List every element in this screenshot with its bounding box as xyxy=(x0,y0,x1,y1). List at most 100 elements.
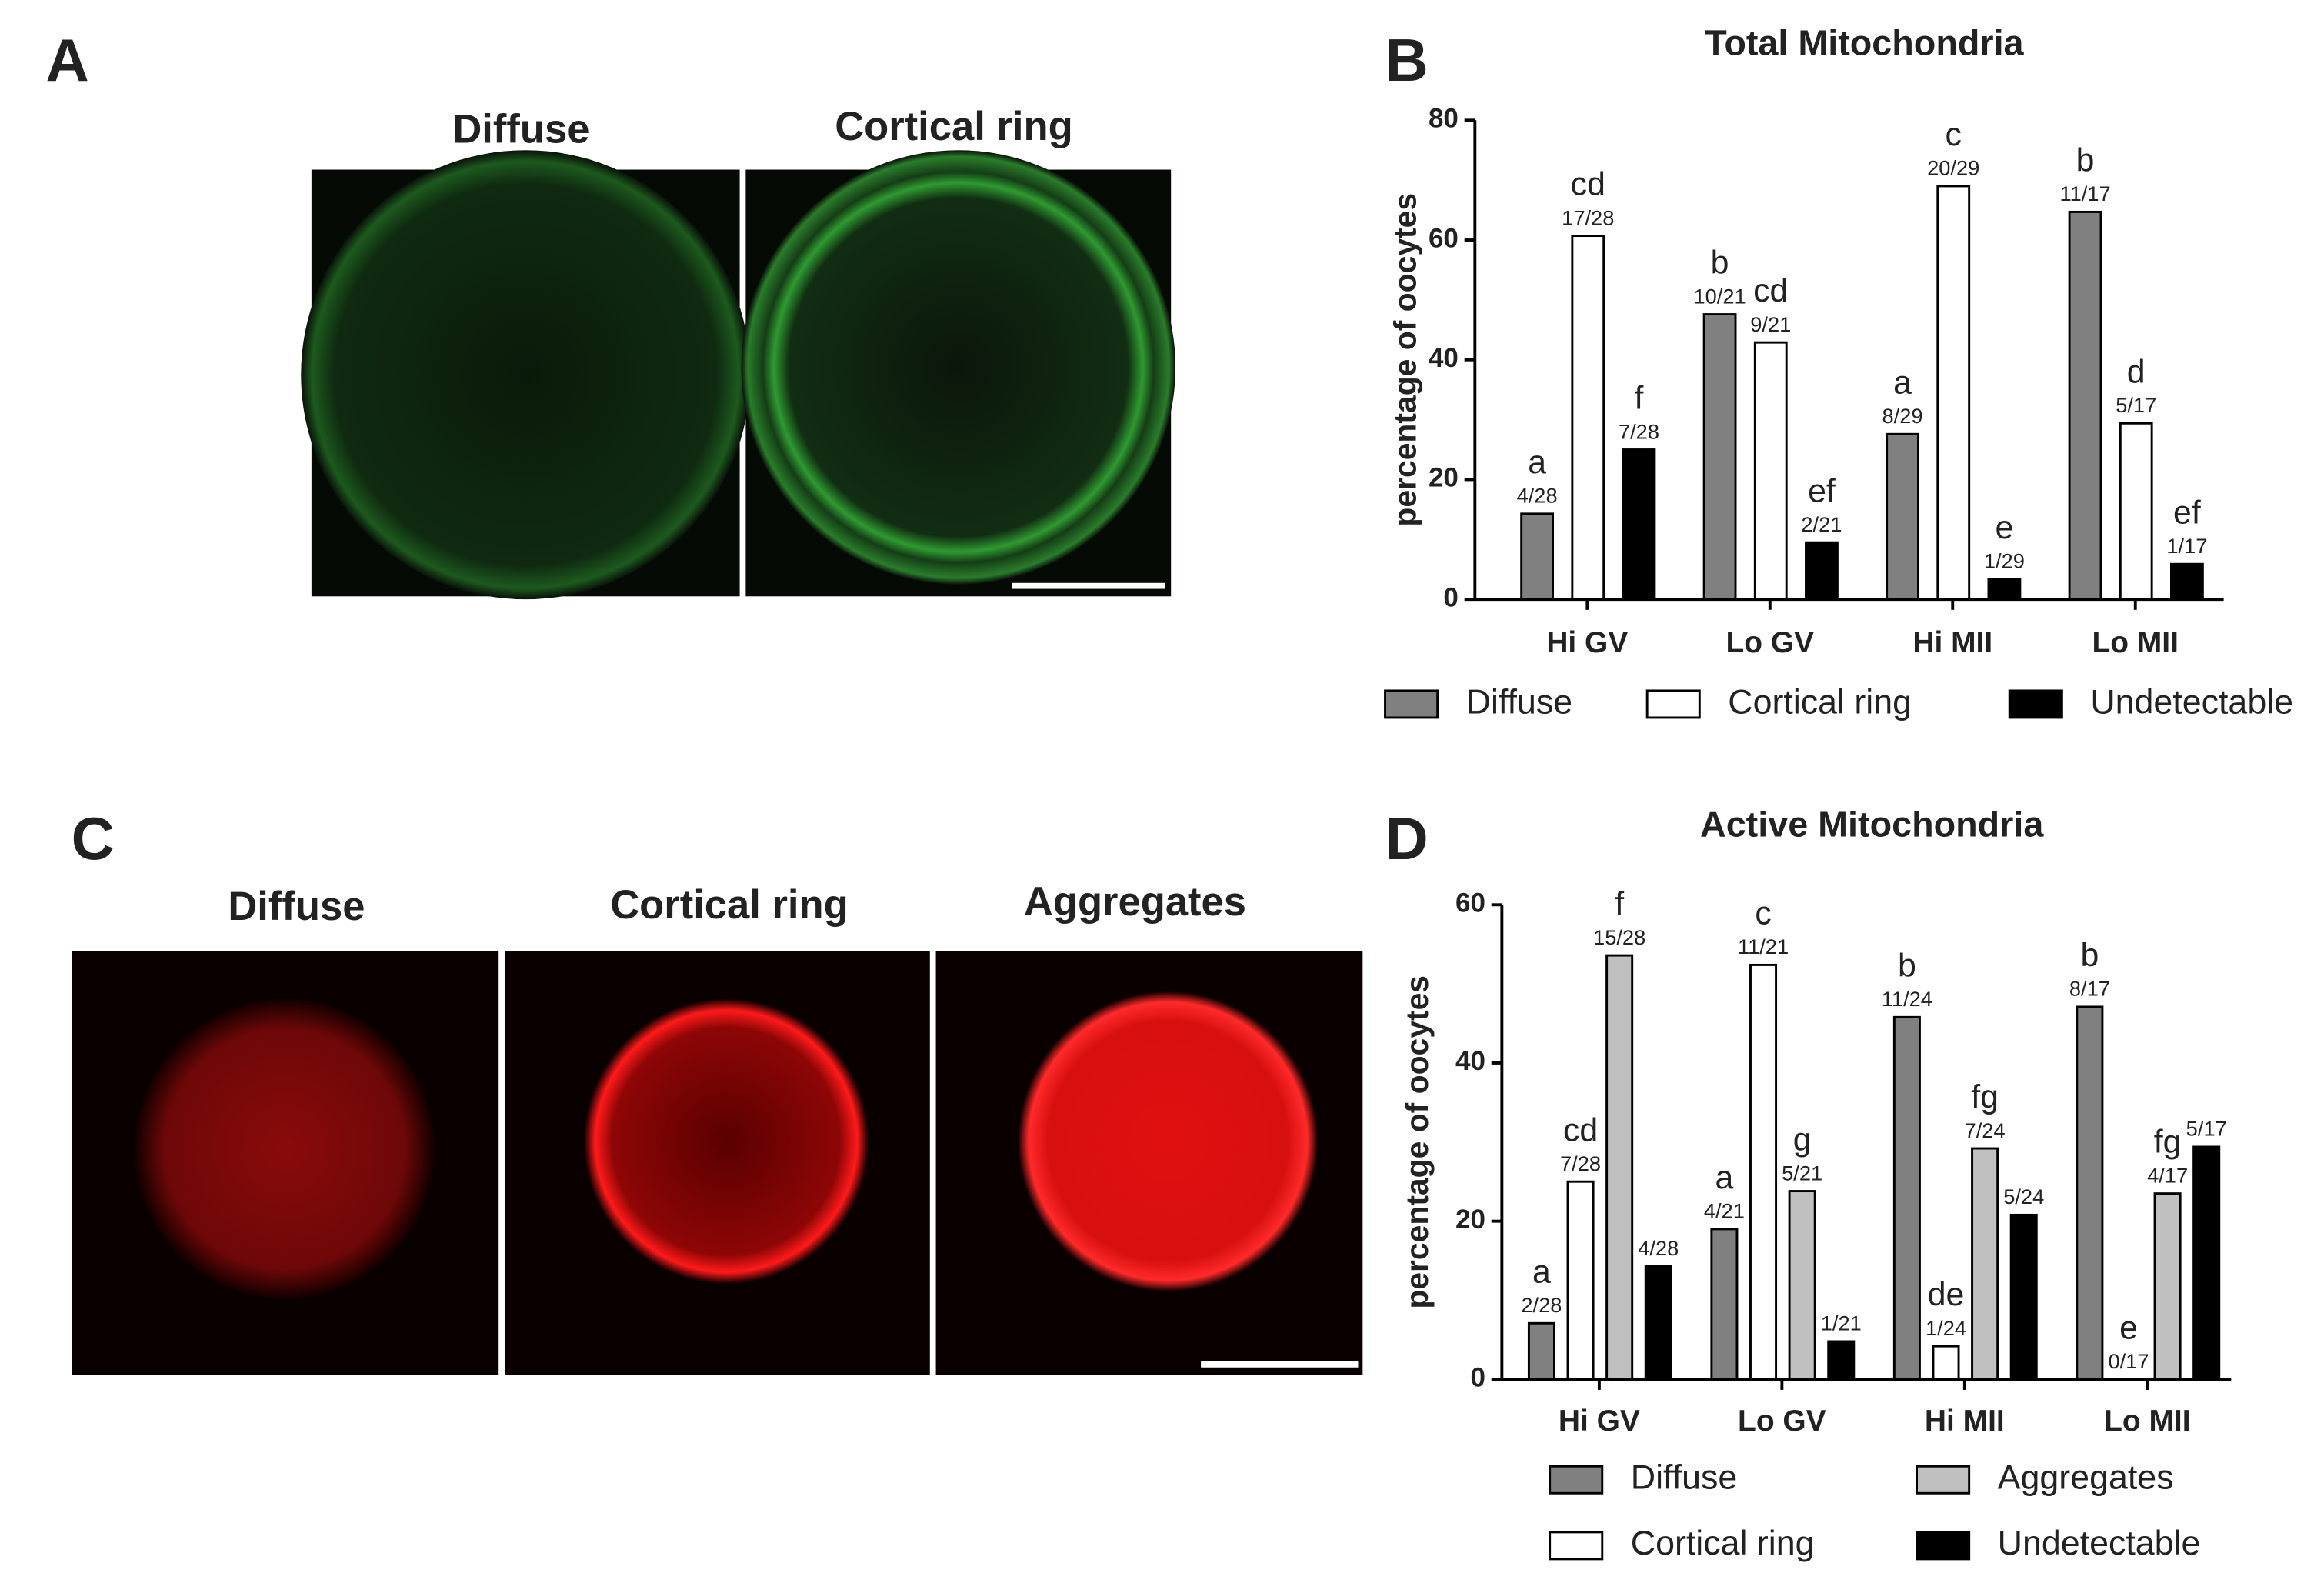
significance-letter: d xyxy=(2127,353,2146,390)
data-label: 10/21 xyxy=(1693,284,1746,308)
data-label: 5/24 xyxy=(2003,1185,2044,1208)
legend-label: Aggregates xyxy=(1998,1458,2174,1497)
y-tick-label: 60 xyxy=(1455,888,1485,918)
y-tick-label: 0 xyxy=(1443,582,1458,612)
legend-label: Diffuse xyxy=(1466,682,1572,721)
bar xyxy=(1892,1015,1921,1381)
bar xyxy=(1805,541,1839,601)
chart-title: Active Mitochondria xyxy=(1700,804,2044,844)
data-label: 17/28 xyxy=(1562,205,1614,229)
data-label: 1/29 xyxy=(1984,549,2025,573)
y-tick-label: 20 xyxy=(1429,463,1459,493)
bar xyxy=(1987,578,2022,601)
data-label: 15/28 xyxy=(1593,925,1645,949)
data-label: 4/28 xyxy=(1517,484,1558,508)
significance-letter: cd xyxy=(1563,1111,1598,1148)
image-caption: Diffuse xyxy=(228,884,365,929)
bar xyxy=(1527,1321,1555,1381)
data-label: 2/21 xyxy=(1801,512,1842,536)
significance-letter: c xyxy=(1946,116,1962,153)
micrographs-a xyxy=(301,150,1176,600)
chart-title: Total Mitochondria xyxy=(1705,22,2024,62)
image-caption: Diffuse xyxy=(452,107,589,152)
x-tick-label: Lo MII xyxy=(2092,626,2179,659)
micrographs-c xyxy=(72,951,1363,1375)
significance-letter: fg xyxy=(1971,1078,1999,1115)
oocyte xyxy=(301,150,751,600)
bar xyxy=(1710,1228,1739,1381)
bar xyxy=(1886,432,1919,601)
image-caption: Aggregates xyxy=(1024,879,1246,925)
bar xyxy=(1622,448,1656,601)
x-tick-label: Hi MII xyxy=(1925,1405,2005,1438)
bar xyxy=(1788,1190,1816,1381)
bar xyxy=(1936,185,1971,601)
significance-letter: fg xyxy=(2154,1124,2182,1161)
data-label: 8/29 xyxy=(1882,404,1923,428)
legend-label: Undetectable xyxy=(2090,682,2293,721)
significance-letter: b xyxy=(1711,245,1729,282)
significance-letter: ef xyxy=(1808,472,1836,509)
image-caption: Cortical ring xyxy=(610,882,848,928)
data-label: 8/17 xyxy=(2069,977,2110,1001)
bar xyxy=(1702,313,1737,601)
legend-swatch xyxy=(1549,1531,1604,1561)
legend-swatch xyxy=(1549,1465,1604,1495)
significance-letter: cd xyxy=(1753,272,1788,309)
significance-letter: f xyxy=(1615,885,1624,922)
x-tick-label: Lo GV xyxy=(1738,1405,1826,1438)
scale-bar xyxy=(1201,1361,1359,1368)
panel-letter: C xyxy=(72,806,115,872)
significance-letter: a xyxy=(1528,444,1546,481)
bar xyxy=(1571,235,1605,601)
bar xyxy=(2192,1145,2221,1381)
bar xyxy=(2076,1005,2104,1381)
oocyte xyxy=(584,998,869,1284)
data-label: 4/28 xyxy=(1638,1236,1679,1260)
bar xyxy=(2009,1213,2038,1381)
significance-letter: g xyxy=(1793,1121,1812,1158)
x-tick-label: Hi MII xyxy=(1912,626,1992,659)
data-label: 7/28 xyxy=(1619,419,1659,443)
bar xyxy=(2068,210,2102,601)
data-label: 5/17 xyxy=(2186,1117,2227,1141)
legend-swatch xyxy=(1384,689,1439,719)
data-label: 7/24 xyxy=(1965,1118,2006,1142)
data-label: 11/21 xyxy=(1738,935,1789,958)
bar xyxy=(2169,562,2204,601)
data-label: 1/21 xyxy=(1821,1311,1862,1335)
x-tick-label: Lo MII xyxy=(2104,1405,2190,1438)
bar xyxy=(1566,1180,1595,1381)
legend-label: Cortical ring xyxy=(1728,682,1912,721)
y-tick-label: 40 xyxy=(1429,343,1459,373)
data-label: 5/21 xyxy=(1782,1161,1822,1185)
panel-letter: D xyxy=(1385,806,1429,872)
y-tick-label: 60 xyxy=(1429,223,1459,253)
bar xyxy=(1605,954,1634,1381)
data-label: 20/29 xyxy=(1927,156,1979,180)
oocyte xyxy=(741,150,1176,585)
bar xyxy=(1827,1340,1856,1381)
legend-swatch xyxy=(1916,1531,1971,1561)
image-caption: Cortical ring xyxy=(835,104,1072,149)
legend-label: Cortical ring xyxy=(1631,1524,1815,1562)
bar xyxy=(1971,1147,1999,1381)
data-label: 7/28 xyxy=(1560,1151,1601,1175)
data-label: 4/17 xyxy=(2147,1163,2188,1187)
data-label: 2/28 xyxy=(1521,1293,1562,1317)
bar xyxy=(2153,1192,2182,1381)
y-tick-label: 0 xyxy=(1470,1363,1485,1393)
data-label: 0/17 xyxy=(2108,1349,2149,1373)
significance-letter: e xyxy=(1996,509,2014,546)
y-tick-label: 40 xyxy=(1455,1046,1485,1076)
data-label: 1/17 xyxy=(2166,534,2207,558)
significance-letter: a xyxy=(1715,1159,1734,1196)
significance-letter: c xyxy=(1755,895,1771,932)
panel-letter: B xyxy=(1385,28,1429,94)
significance-letter: b xyxy=(2080,937,2099,974)
bar xyxy=(1932,1345,1960,1381)
legend-label: Diffuse xyxy=(1631,1458,1737,1497)
x-tick-label: Lo GV xyxy=(1725,626,1814,659)
y-axis-label: percentage of oocytes xyxy=(1399,975,1435,1309)
y-axis-label: percentage of oocytes xyxy=(1388,193,1423,527)
